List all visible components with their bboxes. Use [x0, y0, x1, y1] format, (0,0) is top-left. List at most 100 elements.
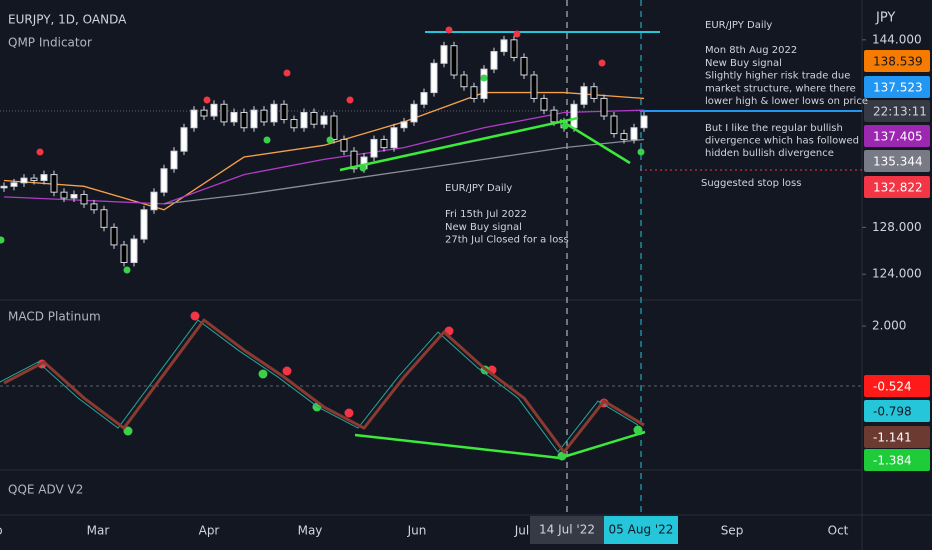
- candle: [180, 127, 188, 152]
- annotation: market structure, where there: [705, 83, 856, 94]
- candle: [10, 182, 18, 187]
- buy-signal: [561, 122, 569, 130]
- moving-average: [3, 109, 645, 205]
- price-tag: [864, 100, 930, 122]
- macd-tag-label: -1.141: [873, 431, 912, 445]
- annotation-heading: EUR/JPY Daily: [445, 183, 512, 194]
- buy-signal: [0, 236, 5, 244]
- candle: [330, 115, 338, 140]
- x-tick-label: Mar: [87, 524, 110, 538]
- annotation: divergence which has followed: [705, 136, 859, 147]
- candle: [290, 119, 298, 129]
- x-tick-label: Feb: [0, 524, 3, 538]
- candle: [390, 127, 398, 149]
- candle: [160, 168, 168, 193]
- annotation: Suggested stop loss: [701, 178, 801, 189]
- trendline: [559, 430, 646, 460]
- candle: [0, 185, 8, 189]
- candle: [100, 209, 108, 228]
- candle: [60, 191, 68, 199]
- chart-title: EURJPY, 1D, OANDA: [8, 13, 127, 27]
- buy-signal: [480, 74, 488, 82]
- x-tick-label: Oct: [828, 524, 849, 538]
- candle: [120, 244, 128, 263]
- candle: [530, 74, 538, 99]
- candle: [110, 226, 118, 246]
- candle: [370, 138, 378, 158]
- macd-buy: [123, 426, 133, 436]
- annotation-heading: EUR/JPY Daily: [705, 20, 772, 31]
- candle: [70, 194, 78, 199]
- annotation: But I like the regular bullish: [705, 123, 843, 134]
- annotation: New Buy signal: [705, 58, 782, 69]
- candle: [150, 191, 158, 211]
- x-tick-label: Apr: [199, 524, 220, 538]
- indicator-title: MACD Platinum: [8, 310, 101, 324]
- candle: [240, 112, 248, 129]
- candle: [250, 109, 258, 129]
- candle: [170, 150, 178, 170]
- indicator-title: QMP Indicator: [8, 36, 92, 50]
- price-tag: [864, 76, 930, 98]
- macd-line: [3, 318, 645, 454]
- candle: [600, 97, 608, 117]
- date-marker: [604, 516, 678, 544]
- date-marker: [530, 516, 604, 544]
- annotation: Fri 15th Jul 2022: [445, 209, 527, 220]
- date-marker-label: 14 Jul '22: [539, 523, 595, 537]
- y-tick-label: 144.000: [872, 32, 922, 46]
- macd-tag: [864, 375, 930, 397]
- candle: [300, 112, 308, 129]
- macd-sell: [282, 366, 292, 376]
- candle: [200, 109, 208, 117]
- macd-tag: [864, 400, 930, 422]
- candle: [280, 103, 288, 121]
- candle: [40, 174, 48, 181]
- candle: [450, 45, 458, 76]
- trendline: [339, 116, 579, 172]
- price-tag-label: 138.539: [873, 55, 923, 69]
- candle: [640, 115, 648, 129]
- candle: [130, 238, 138, 263]
- candle: [630, 127, 638, 140]
- candle: [460, 74, 468, 88]
- trendlines: [339, 116, 646, 460]
- candle: [570, 103, 578, 129]
- candle: [310, 112, 318, 125]
- candle: [220, 103, 228, 123]
- candle: [520, 56, 528, 76]
- sell-signal: [445, 26, 453, 34]
- candle: [480, 68, 488, 99]
- candle: [270, 103, 278, 123]
- trendline: [354, 433, 561, 460]
- macd-signal-line: [0, 319, 639, 453]
- price-tag-label: 137.523: [873, 81, 923, 95]
- candle: [550, 109, 558, 123]
- price-tag-label: 132.822: [873, 181, 923, 195]
- candle: [340, 138, 348, 152]
- candle: [430, 62, 438, 94]
- candle: [380, 138, 388, 149]
- candle: [580, 86, 588, 105]
- price-tag-label: 135.344: [873, 155, 923, 169]
- annotation: New Buy signal: [445, 222, 522, 233]
- macd-buy: [633, 425, 643, 435]
- candle: [350, 150, 358, 170]
- sell-signal: [283, 69, 291, 77]
- buy-signal: [326, 136, 334, 144]
- buy-signal: [123, 266, 131, 274]
- candle: [420, 92, 428, 105]
- y-tick-label: 2.000: [872, 319, 906, 333]
- candle: [400, 121, 408, 129]
- price-tag-label: 22:13:11: [873, 105, 927, 119]
- date-marker-label: 05 Aug '22: [609, 523, 674, 537]
- sell-signal: [598, 59, 606, 67]
- macd-tag-label: -0.524: [873, 380, 912, 394]
- y-tick-label: 124.000: [872, 267, 922, 281]
- candle: [190, 109, 198, 129]
- macd-sell: [190, 311, 200, 321]
- candle: [260, 109, 268, 123]
- trendline: [559, 118, 631, 165]
